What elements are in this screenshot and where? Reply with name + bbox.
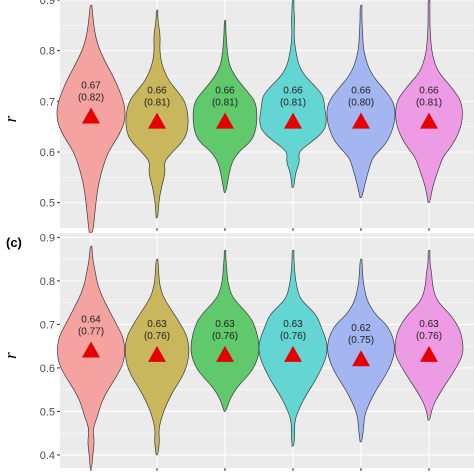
y-tick-label: 0.8 (40, 46, 55, 58)
data-label-mean: 0.63 (283, 319, 303, 330)
data-label-mean: 0.62 (351, 323, 371, 334)
data-label-mean: 0.63 (215, 319, 235, 330)
data-label-sub: (0.76) (144, 331, 170, 342)
y-axis-label: r (1, 115, 20, 122)
mean-marker-6 (420, 345, 438, 362)
panel-top: 0.50.60.70.80.9r0.67(0.82)0.66(0.81)0.66… (1, 0, 474, 234)
y-tick-label: 0.5 (40, 406, 55, 418)
mean-marker-4 (284, 345, 302, 362)
data-label-sub: (0.82) (78, 93, 104, 104)
data-label-mean: 0.66 (215, 86, 235, 97)
data-label-mean: 0.66 (283, 86, 303, 97)
y-tick-label: 0.5 (40, 198, 55, 210)
data-label-mean: 0.63 (419, 319, 439, 330)
mean-marker-1 (82, 341, 100, 358)
y-tick-label: 0.4 (40, 450, 55, 462)
mean-marker-5 (352, 112, 370, 129)
y-tick-label: 0.6 (40, 147, 55, 159)
data-label-sub: (0.80) (348, 98, 374, 109)
mean-marker-1 (82, 107, 100, 124)
data-label-mean: 0.64 (81, 315, 101, 326)
y-tick-label: 0.7 (40, 96, 55, 108)
panel-label: (c) (6, 235, 22, 250)
violin-6 (394, 250, 464, 421)
data-label-sub: (0.76) (280, 331, 306, 342)
data-label-mean: 0.63 (147, 319, 167, 330)
violin-4 (259, 0, 327, 188)
y-tick-label: 0.9 (40, 0, 55, 7)
violin-6 (395, 0, 463, 204)
mean-marker-3 (216, 112, 234, 129)
data-label-sub: (0.76) (212, 331, 238, 342)
data-label-sub: (0.77) (78, 327, 104, 338)
data-label-mean: 0.66 (147, 86, 167, 97)
data-label-sub: (0.81) (416, 98, 442, 109)
mean-marker-2 (148, 345, 166, 362)
data-label-sub: (0.76) (416, 331, 442, 342)
violin-3 (190, 250, 260, 412)
y-tick-label: 0.7 (40, 319, 55, 331)
mean-marker-5 (352, 350, 370, 367)
mean-marker-3 (216, 345, 234, 362)
panel-bottom: 0.40.50.60.70.80.9r(c)0.64(0.77)0.63(0.7… (1, 232, 474, 471)
data-label-mean: 0.66 (351, 86, 371, 97)
data-label-sub: (0.81) (212, 98, 238, 109)
violin-5 (326, 4, 396, 198)
data-label-mean: 0.66 (419, 86, 439, 97)
violin-3 (192, 19, 258, 193)
data-label-sub: (0.75) (348, 335, 374, 346)
mean-marker-4 (284, 112, 302, 129)
y-tick-label: 0.6 (40, 363, 55, 375)
data-label-sub: (0.81) (144, 98, 170, 109)
mean-marker-2 (148, 112, 166, 129)
data-label-sub: (0.81) (280, 98, 306, 109)
y-tick-label: 0.9 (40, 232, 55, 244)
y-tick-label: 0.8 (40, 276, 55, 288)
y-axis-label: r (1, 352, 20, 359)
data-label-mean: 0.67 (81, 81, 101, 92)
mean-marker-6 (420, 112, 438, 129)
